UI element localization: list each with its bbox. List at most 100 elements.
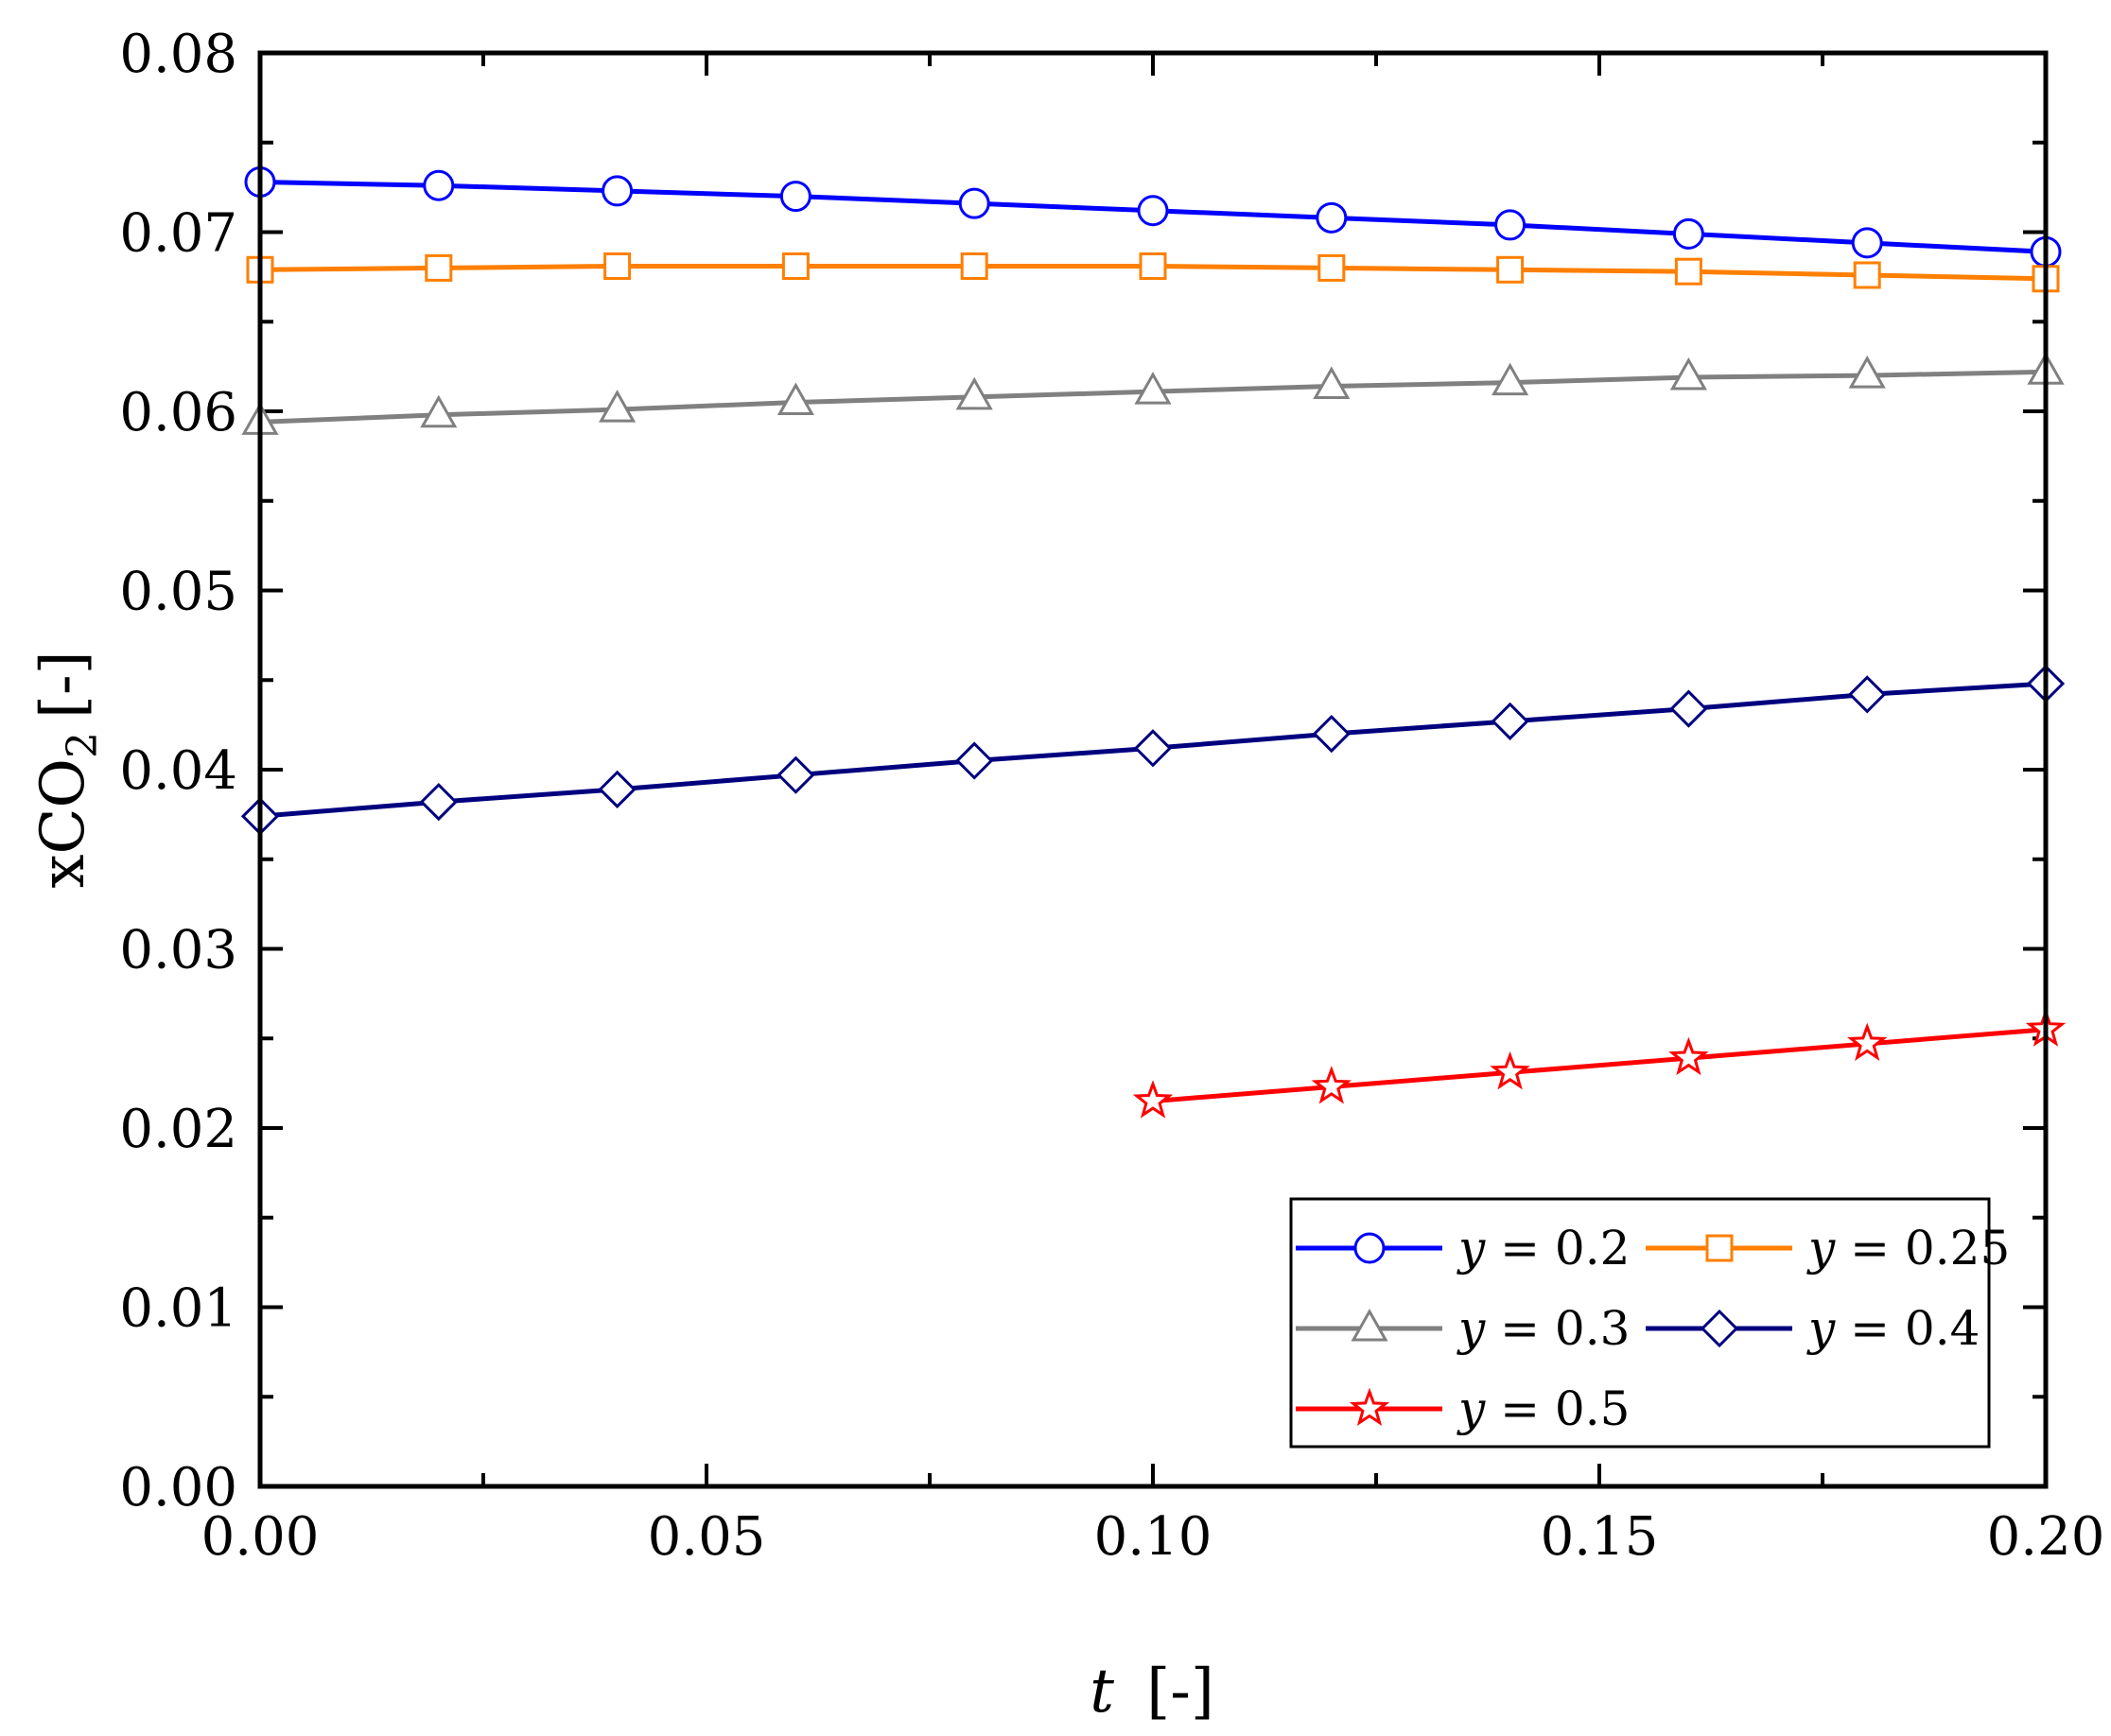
data-point: [779, 181, 811, 213]
x-axis-var: t: [1090, 1657, 1114, 1727]
legend-entry: y = 0.3: [1296, 1301, 1630, 1356]
data-point: [1317, 253, 1346, 282]
legend-label: y = 0.2: [1457, 1221, 1630, 1276]
data-point: [781, 252, 810, 281]
series-circle: [244, 165, 2062, 268]
data-point: [776, 382, 814, 416]
tick-label-layer: 0.00 0.05 0.10 0.15 0.20 0.00 0.01 0.02 0.03 0.04…: [119, 24, 2104, 1568]
legend-label-var: y: [1806, 1301, 1836, 1356]
legend-label: y = 0.3: [1457, 1301, 1630, 1356]
data-point: [420, 394, 458, 428]
plot-frame: [257, 50, 2049, 1489]
legend-marker: [1353, 1232, 1386, 1264]
x-tick-label: 0.05: [648, 1506, 766, 1568]
data-point: [1133, 729, 1173, 768]
data-point: [599, 390, 637, 423]
y-axis-prefix: xCO: [28, 758, 98, 889]
legend-label-var: y: [1457, 1221, 1486, 1276]
data-point: [1853, 261, 1881, 289]
legend-entry: y = 0.4: [1646, 1301, 1980, 1356]
y-axis-subscript: 2: [59, 732, 107, 758]
data-point: [419, 782, 458, 822]
data-point: [1496, 255, 1525, 284]
data-point: [603, 252, 632, 281]
legend-marker: [1700, 1309, 1739, 1348]
x-axis-title: t [-]: [1090, 1657, 1214, 1727]
legend-entry: y = 0.5: [1296, 1381, 1630, 1436]
data-point: [1490, 1050, 1530, 1090]
data-point: [1668, 1036, 1709, 1076]
legend-label: y = 0.25: [1806, 1221, 2010, 1276]
x-tick-label: 0.10: [1094, 1506, 1213, 1568]
x-tick-label: 0.15: [1541, 1506, 1659, 1568]
data-point: [1132, 1080, 1174, 1119]
legend-marker: [1349, 1387, 1390, 1427]
legend-label-var: y: [1806, 1221, 1836, 1276]
data-point: [1669, 689, 1708, 728]
series-triangle: [241, 352, 2065, 435]
series-line: [1152, 1027, 2047, 1104]
data-point: [602, 175, 634, 207]
x-tick-label: 0.00: [201, 1506, 320, 1568]
data-point: [1134, 372, 1172, 405]
y-tick-label: 0.01: [119, 1278, 237, 1340]
data-point: [776, 755, 815, 794]
legend-entry: y = 0.2: [1296, 1221, 1630, 1276]
data-point: [1316, 201, 1348, 234]
data-point: [955, 741, 994, 780]
data-point: [423, 169, 455, 201]
data-point: [1139, 252, 1167, 281]
data-point: [1312, 714, 1351, 754]
legend-label-value: = 0.5: [1485, 1381, 1630, 1436]
series-square: [246, 252, 2060, 293]
legend-label-value: = 0.4: [1835, 1301, 1980, 1356]
legend-label-value: = 0.2: [1485, 1221, 1630, 1276]
data-point: [1851, 227, 1883, 259]
y-tick-label: 0.06: [119, 382, 237, 443]
data-point: [1846, 1022, 1888, 1062]
data-point: [958, 187, 990, 219]
legend-label-var: y: [1457, 1381, 1486, 1436]
data-point: [1848, 675, 1887, 714]
legend-entries: y = 0.2 y = 0.25y = 0.3 y = 0.4y = 0.5: [1296, 1221, 2010, 1436]
data-point: [1494, 209, 1527, 241]
x-axis-unit: [-]: [1146, 1657, 1214, 1727]
y-axis-unit: [-]: [28, 651, 98, 719]
data-point: [1674, 257, 1702, 286]
y-tick-label: 0.04: [119, 740, 237, 802]
data-point: [1492, 362, 1529, 396]
data-point: [960, 252, 988, 281]
y-tick-label: 0.00: [119, 1457, 237, 1519]
legend-label-value: = 0.25: [1835, 1221, 2010, 1276]
x-tick-label: 0.20: [1987, 1506, 2105, 1568]
data-point: [1137, 195, 1169, 227]
legend-label-var: y: [1457, 1301, 1486, 1356]
series-star: [1132, 1008, 2067, 1119]
y-tick-label: 0.03: [119, 920, 237, 981]
legend-box: [1289, 1197, 1991, 1449]
data-point: [1491, 702, 1529, 740]
data-point: [1848, 356, 1886, 389]
y-tick-label: 0.08: [119, 24, 237, 85]
y-tick-label: 0.02: [119, 1099, 237, 1160]
y-tick-label: 0.05: [119, 562, 237, 623]
data-point: [1672, 217, 1704, 250]
legend-marker: [1351, 1308, 1388, 1342]
legend-label: y = 0.4: [1806, 1301, 1980, 1356]
series-diamond: [240, 664, 2066, 836]
series-layer: [240, 165, 2067, 1119]
legend-marker: [1705, 1234, 1734, 1262]
data-point: [425, 253, 453, 282]
legend: y = 0.2 y = 0.25y = 0.3 y = 0.4y = 0.5: [1289, 1197, 2010, 1449]
legend-label: y = 0.5: [1457, 1381, 1630, 1436]
legend-label-value: = 0.3: [1485, 1301, 1630, 1356]
legend-entry: y = 0.25: [1646, 1221, 2010, 1276]
data-point: [1313, 366, 1351, 399]
data-point: [1311, 1066, 1352, 1104]
data-point: [598, 770, 637, 808]
y-axis-title: xCO2 [-]: [28, 651, 107, 888]
data-point: [955, 376, 993, 410]
data-point: [1669, 356, 1707, 391]
y-tick-label: 0.07: [119, 203, 237, 265]
